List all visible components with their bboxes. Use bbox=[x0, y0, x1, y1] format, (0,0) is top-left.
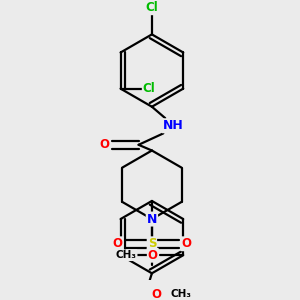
Text: O: O bbox=[152, 288, 162, 300]
Text: Cl: Cl bbox=[146, 1, 158, 14]
Text: CH₃: CH₃ bbox=[116, 250, 136, 260]
Text: CH₃: CH₃ bbox=[171, 289, 192, 299]
Text: NH: NH bbox=[163, 119, 183, 132]
Text: N: N bbox=[147, 212, 157, 226]
Text: O: O bbox=[148, 249, 158, 262]
Text: O: O bbox=[112, 237, 123, 250]
Text: S: S bbox=[148, 237, 156, 250]
Text: O: O bbox=[99, 138, 109, 151]
Text: Cl: Cl bbox=[143, 82, 155, 95]
Text: O: O bbox=[181, 237, 191, 250]
